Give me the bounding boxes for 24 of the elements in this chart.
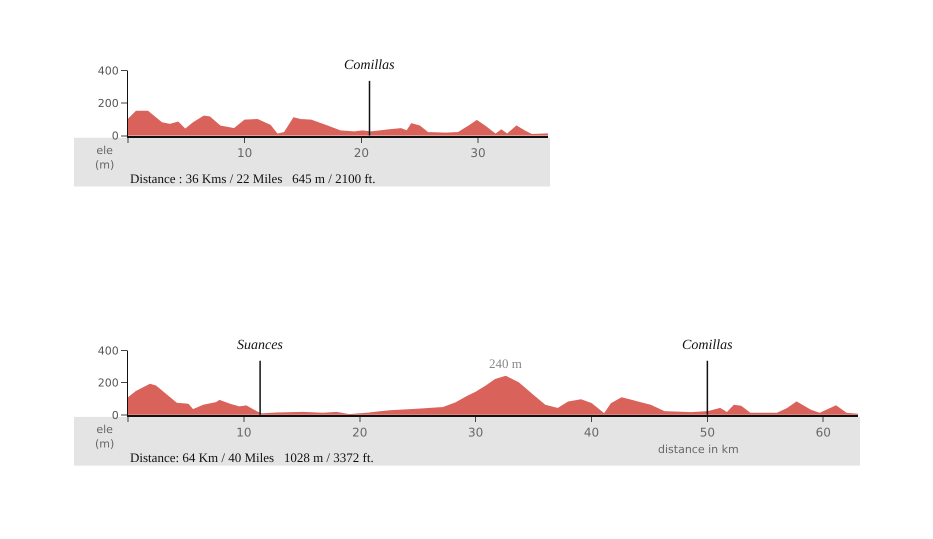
y-tick-label: 0 [112, 408, 119, 422]
ref-line-label: Comillas [682, 338, 734, 353]
x-axis-title: distance in km [658, 443, 739, 456]
y-axis-title: ele (m) [95, 423, 114, 450]
x-tick-label: 50 [700, 425, 716, 440]
x-tick-label: 10 [236, 425, 252, 440]
x-tick-label: 10 [237, 146, 252, 160]
y-tick-label: 200 [98, 96, 119, 110]
x-tick-label: 30 [470, 146, 486, 160]
ref-line-label: Suances [237, 338, 284, 353]
x-tick-label: 20 [352, 425, 368, 440]
x-tick-label: 30 [468, 425, 484, 440]
y-tick-label: 200 [98, 376, 119, 390]
x-tick-label: 40 [584, 425, 600, 440]
y-axis-title: ele (m) [95, 144, 114, 172]
x-tick-label: 60 [816, 425, 831, 440]
ref-line-label: Comillas [344, 58, 396, 73]
y-tick-label: 0 [112, 130, 119, 143]
y-tick-label: 400 [98, 344, 119, 358]
x-tick-label: 20 [354, 146, 369, 160]
text: Distance: 64 Km / 40 Miles 1028 m / 3372 ft. [130, 450, 374, 465]
y-tick-label: 400 [98, 64, 119, 78]
annotation: 240 m [489, 356, 522, 371]
text: Distance : 36 Kms / 22 Miles 645 m / 2100 ft. [130, 171, 376, 186]
